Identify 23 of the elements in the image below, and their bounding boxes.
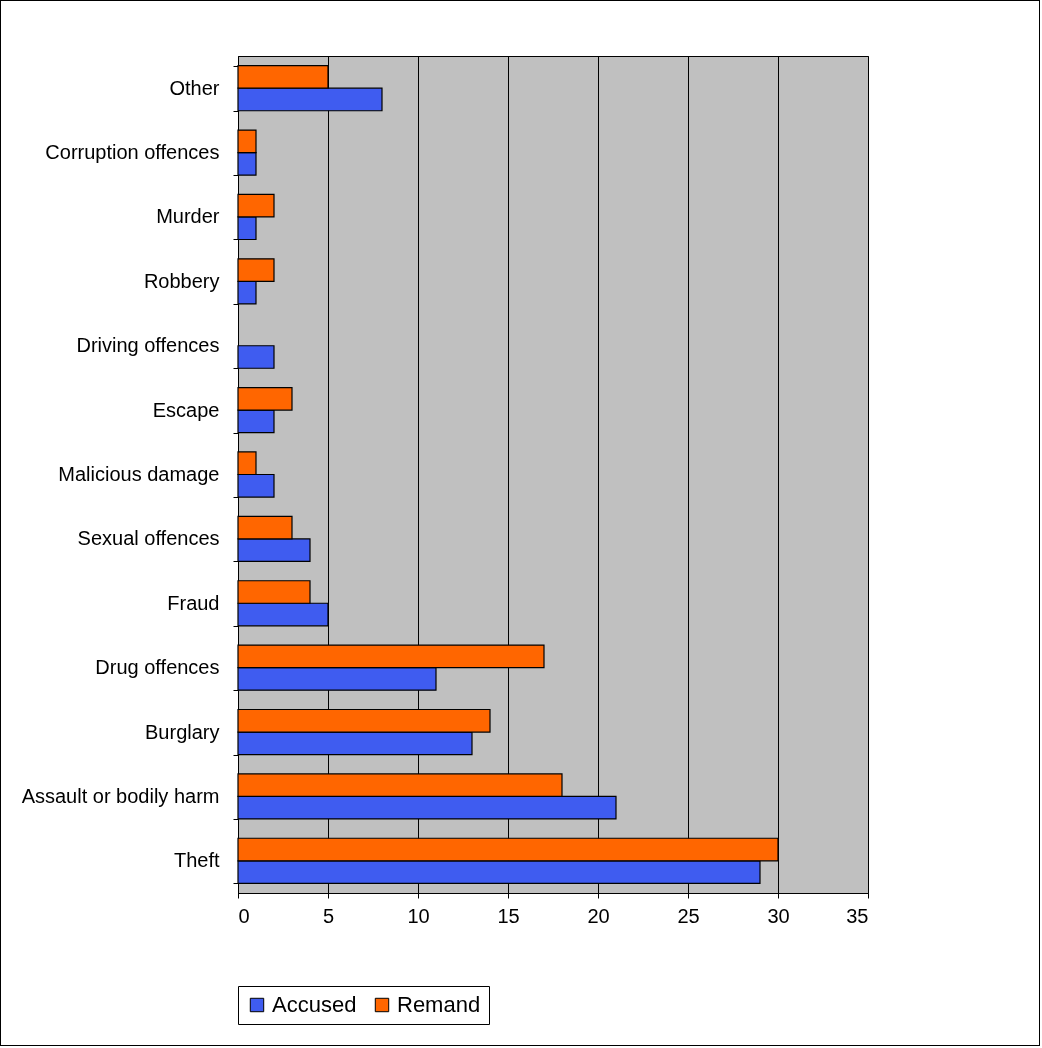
- legend-label: Accused: [272, 992, 357, 1017]
- x-tick-label: 20: [587, 904, 610, 927]
- x-tick-label: 10: [407, 904, 430, 927]
- y-tick-label: Other: [169, 76, 220, 99]
- y-tick-label: Escape: [152, 398, 220, 421]
- legend-label: Remand: [397, 992, 481, 1017]
- y-tick-label: Drug offences: [95, 656, 220, 679]
- y-tick-label: Sexual offences: [77, 527, 220, 550]
- y-tick-label: Theft: [173, 849, 220, 872]
- x-tick-label: 0: [238, 904, 250, 927]
- y-tick-label: Fraud: [167, 591, 220, 614]
- y-tick-label: Driving offences: [76, 334, 220, 357]
- y-tick-label: Assault or bodily harm: [21, 784, 220, 807]
- x-tick-label: 15: [497, 904, 520, 927]
- x-tick-label: 5: [322, 904, 335, 927]
- x-tick-label: 35: [846, 904, 869, 927]
- x-tick-label: 25: [677, 904, 700, 927]
- x-tick-label: 30: [767, 904, 790, 927]
- y-tick-label: Robbery: [143, 269, 220, 292]
- y-tick-label: Murder: [156, 205, 220, 228]
- y-tick-label: Malicious damage: [58, 463, 220, 485]
- y-tick-label: Corruption offences: [45, 141, 220, 164]
- y-tick-label: Burglary: [145, 720, 220, 743]
